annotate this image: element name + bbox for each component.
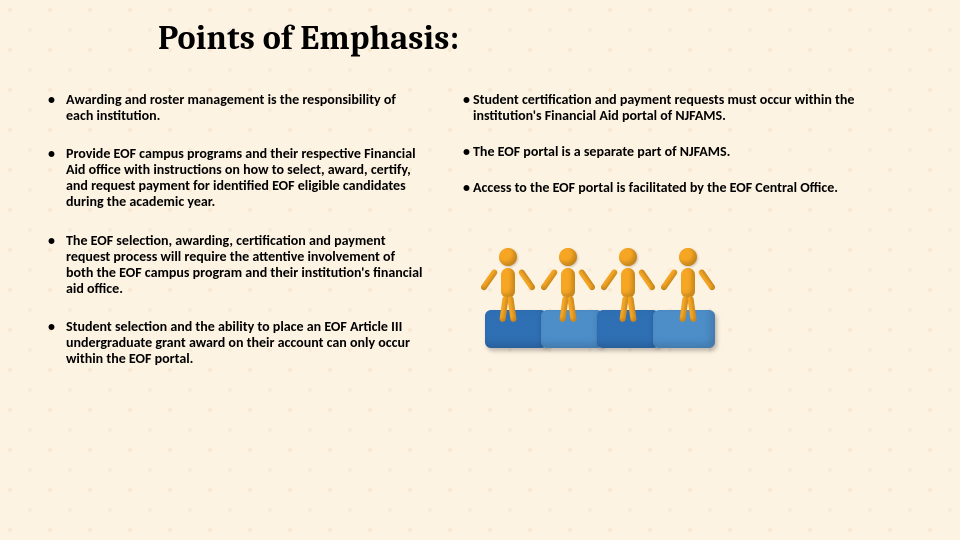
list-item: Student certification and payment reques… — [463, 92, 883, 124]
figure-person-icon — [553, 248, 583, 326]
list-item: The EOF selection, awarding, certificati… — [48, 233, 425, 297]
slide-title: Points of Emphasis: — [158, 18, 912, 58]
content-columns: Awarding and roster management is the re… — [48, 92, 912, 389]
list-item: The EOF portal is a separate part of NJF… — [463, 144, 883, 160]
list-item: Awarding and roster management is the re… — [48, 92, 425, 124]
team-puzzle-illustration — [475, 224, 765, 354]
figure-person-icon — [613, 248, 643, 326]
right-column: Student certification and payment reques… — [463, 92, 883, 389]
list-item: Provide EOF campus programs and their re… — [48, 146, 425, 210]
figure-person-icon — [493, 248, 523, 326]
left-bullet-list: Awarding and roster management is the re… — [48, 92, 425, 367]
list-item: Access to the EOF portal is facilitated … — [463, 180, 883, 196]
right-bullet-list: Student certification and payment reques… — [463, 92, 883, 196]
slide: Points of Emphasis: Awarding and roster … — [0, 0, 960, 540]
left-column: Awarding and roster management is the re… — [48, 92, 425, 389]
figure-person-icon — [673, 248, 703, 326]
list-item: Student selection and the ability to pla… — [48, 319, 425, 367]
